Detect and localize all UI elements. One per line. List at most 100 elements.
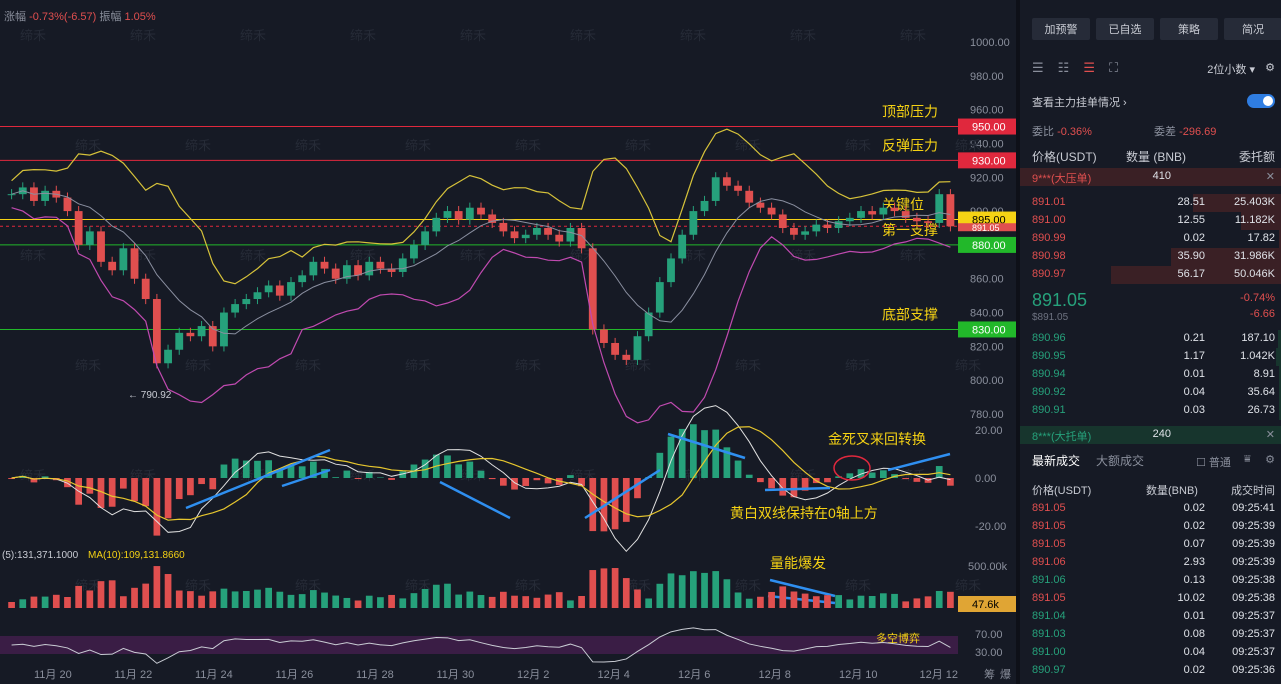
volume-bar [757, 596, 764, 608]
rsi-line [11, 627, 951, 664]
candle-body [410, 244, 418, 259]
trade-time: 09:25:37 [1232, 610, 1275, 622]
layout-both-icon[interactable]: ☰ [1032, 60, 1044, 75]
bid-total: 1.042K [1240, 350, 1275, 362]
main-orders-toggle[interactable] [1247, 94, 1275, 108]
volume-bar [97, 581, 105, 608]
bid-row[interactable]: 890.91 0.03 26.73 [1020, 402, 1281, 420]
candle-body [264, 285, 273, 293]
ob-col-total[interactable]: 委托额 [1238, 150, 1275, 164]
settings-icon[interactable]: ⚙ [1265, 62, 1275, 74]
macd-histogram-bar [947, 478, 954, 486]
depth-bar [1278, 402, 1281, 420]
layout-asks-icon[interactable]: ☰ [1083, 60, 1095, 75]
trade-qty: 0.08 [1183, 628, 1205, 640]
main-orders-link[interactable]: 查看主力挂单情况 › [1032, 97, 1127, 109]
action-buttons: 加预警 已自选 策略 简况 [1032, 18, 1281, 40]
volume-bar [500, 591, 507, 608]
volume-bar [723, 579, 731, 608]
ask-qty: 12.55 [1177, 214, 1205, 226]
x-tick-label: 11月 20 [34, 669, 72, 681]
settings-icon[interactable]: ⚙ [1265, 454, 1275, 466]
big-bid-qty: 240 [1152, 428, 1171, 440]
candle-body [208, 326, 217, 347]
volume-bar [187, 591, 194, 608]
big-bid-row[interactable]: 8***(大托单) 240 ✕ [1020, 426, 1281, 444]
highlight-circle [833, 455, 871, 481]
expand-icon[interactable]: ⛶ [1108, 60, 1119, 75]
macd-histogram-bar [365, 471, 373, 478]
macd-histogram-bar [153, 478, 161, 536]
current-price-value: 891.05 [972, 223, 1000, 233]
volume-bar [600, 568, 608, 608]
alert-button[interactable]: 加预警 [1032, 18, 1090, 40]
volume-bar [555, 592, 563, 608]
y-tick-label: 780.00 [970, 409, 1004, 421]
candle-body [465, 207, 474, 220]
trade-price: 891.06 [1032, 556, 1066, 568]
volume-bar [220, 588, 228, 608]
chart-canvas[interactable]: 1000.00980.00960.00940.00920.00900.00880… [0, 0, 1016, 684]
volume-bar [19, 599, 27, 608]
volume-bar [611, 568, 619, 608]
trade-row: 891.05 0.07 09:25:39 [1020, 536, 1281, 554]
trade-price: 891.06 [1032, 574, 1066, 586]
watermark: 缔禾 [295, 578, 321, 593]
price-chart[interactable]: 1000.00980.00960.00940.00920.00900.00880… [0, 0, 1016, 684]
bid-row[interactable]: 890.96 0.21 187.10 [1020, 330, 1281, 348]
close-icon[interactable]: ✕ [1265, 171, 1275, 183]
pane-separator[interactable] [1016, 0, 1020, 684]
trend-arrow [584, 468, 661, 520]
amplitude-value: 1.05% [124, 11, 156, 23]
ask-row[interactable]: 890.98 35.90 31.986K [1020, 248, 1281, 266]
macd-histogram-bar [723, 447, 731, 478]
volume-bar [276, 591, 284, 608]
candle-body [443, 211, 452, 218]
price-level-value: 880.00 [972, 240, 1006, 252]
watermark: 缔禾 [350, 28, 376, 43]
tab-latest-trades[interactable]: 最新成交 [1032, 454, 1081, 468]
macd-histogram-bar [745, 474, 753, 478]
volume-bar [544, 594, 552, 608]
candle-body [97, 231, 105, 262]
candle-body [488, 214, 497, 223]
normal-filter-checkbox[interactable]: ☐ 普通 [1196, 457, 1231, 469]
ask-row[interactable]: 891.00 12.55 11.182K [1020, 212, 1281, 230]
candle-body [644, 312, 653, 337]
macd-histogram-bar [108, 478, 116, 507]
volume-bar [868, 596, 876, 608]
candle-body [499, 222, 508, 232]
x-tick-label: 12月 6 [678, 669, 710, 681]
close-icon[interactable]: ✕ [1265, 429, 1275, 441]
trade-row: 890.97 0.02 09:25:36 [1020, 662, 1281, 680]
ask-row[interactable]: 890.97 56.17 50.046K [1020, 266, 1281, 284]
ask-row[interactable]: 890.99 0.02 17.82 [1020, 230, 1281, 248]
candle-body [756, 202, 765, 208]
layout-bids-icon[interactable]: ☷ [1057, 60, 1070, 75]
watermark: 缔禾 [845, 358, 871, 373]
filter-icon[interactable]: ⩸ [1244, 453, 1251, 465]
bid-row[interactable]: 890.95 1.17 1.042K [1020, 348, 1281, 366]
trend-arrow [667, 432, 746, 460]
tab-large-trades[interactable]: 大额成交 [1096, 454, 1145, 468]
strategy-button[interactable]: 策略 [1160, 18, 1218, 40]
macd-histogram-bar [567, 475, 574, 478]
trade-col-qty[interactable]: 数量(BNB) [1146, 485, 1198, 497]
watermark: 缔禾 [515, 358, 541, 373]
watchlist-button[interactable]: 已自选 [1096, 18, 1154, 40]
ob-col-qty[interactable]: 数量 (BNB) [1126, 150, 1187, 164]
decimals-select[interactable]: 2位小数 ▾ [1207, 64, 1255, 76]
watermark: 缔禾 [350, 248, 376, 263]
trade-row: 891.00 0.04 09:25:37 [1020, 644, 1281, 662]
ask-row[interactable]: 891.01 28.51 25.403K [1020, 194, 1281, 212]
overview-button[interactable]: 简况 [1224, 18, 1281, 40]
trend-arrow [185, 448, 331, 510]
bid-row[interactable]: 890.92 0.04 35.64 [1020, 384, 1281, 402]
watermark: 缔禾 [185, 578, 211, 593]
candle-body [376, 261, 385, 269]
watermark: 缔禾 [185, 138, 211, 153]
candle-body [130, 248, 139, 279]
bid-row[interactable]: 890.94 0.01 8.91 [1020, 366, 1281, 384]
big-ask-row[interactable]: 9***(大压单) 410 ✕ [1020, 168, 1281, 186]
volume-bar [745, 598, 753, 608]
